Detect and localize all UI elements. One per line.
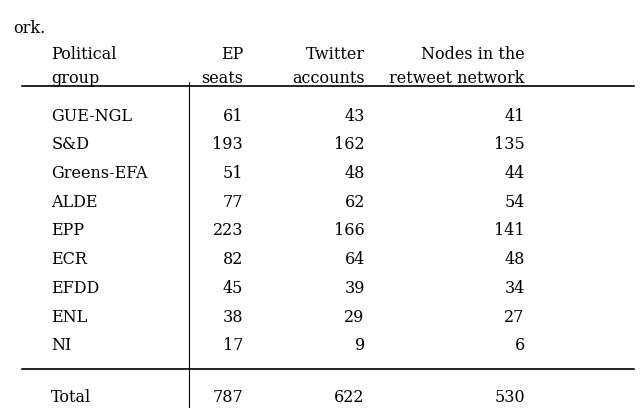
Text: 6: 6 bbox=[515, 337, 525, 354]
Text: 166: 166 bbox=[334, 222, 365, 239]
Text: 622: 622 bbox=[334, 389, 365, 406]
Text: 48: 48 bbox=[504, 251, 525, 268]
Text: Total: Total bbox=[51, 389, 92, 406]
Text: Nodes in the: Nodes in the bbox=[421, 46, 525, 63]
Text: 141: 141 bbox=[494, 222, 525, 239]
Text: 38: 38 bbox=[223, 308, 243, 326]
Text: Political: Political bbox=[51, 46, 116, 63]
Text: NI: NI bbox=[51, 337, 72, 354]
Text: 54: 54 bbox=[504, 194, 525, 211]
Text: GUE-NGL: GUE-NGL bbox=[51, 108, 132, 124]
Text: 51: 51 bbox=[223, 165, 243, 182]
Text: 39: 39 bbox=[344, 280, 365, 297]
Text: 162: 162 bbox=[334, 136, 365, 153]
Text: EPP: EPP bbox=[51, 222, 84, 239]
Text: 223: 223 bbox=[212, 222, 243, 239]
Text: retweet network: retweet network bbox=[389, 70, 525, 87]
Text: accounts: accounts bbox=[292, 70, 365, 87]
Text: 62: 62 bbox=[344, 194, 365, 211]
Text: seats: seats bbox=[201, 70, 243, 87]
Text: 45: 45 bbox=[223, 280, 243, 297]
Text: ENL: ENL bbox=[51, 308, 88, 326]
Text: 44: 44 bbox=[504, 165, 525, 182]
Text: S&D: S&D bbox=[51, 136, 89, 153]
Text: 9: 9 bbox=[355, 337, 365, 354]
Text: ECR: ECR bbox=[51, 251, 87, 268]
Text: 17: 17 bbox=[223, 337, 243, 354]
Text: Greens-EFA: Greens-EFA bbox=[51, 165, 148, 182]
Text: ALDE: ALDE bbox=[51, 194, 98, 211]
Text: ork.: ork. bbox=[13, 20, 45, 37]
Text: 82: 82 bbox=[223, 251, 243, 268]
Text: 48: 48 bbox=[344, 165, 365, 182]
Text: 34: 34 bbox=[504, 280, 525, 297]
Text: 77: 77 bbox=[223, 194, 243, 211]
Text: 29: 29 bbox=[344, 308, 365, 326]
Text: 135: 135 bbox=[494, 136, 525, 153]
Text: 43: 43 bbox=[344, 108, 365, 124]
Text: 41: 41 bbox=[504, 108, 525, 124]
Text: 530: 530 bbox=[494, 389, 525, 406]
Text: EP: EP bbox=[221, 46, 243, 63]
Text: Twitter: Twitter bbox=[306, 46, 365, 63]
Text: 61: 61 bbox=[223, 108, 243, 124]
Text: 64: 64 bbox=[344, 251, 365, 268]
Text: 193: 193 bbox=[212, 136, 243, 153]
Text: 787: 787 bbox=[212, 389, 243, 406]
Text: 27: 27 bbox=[504, 308, 525, 326]
Text: group: group bbox=[51, 70, 99, 87]
Text: EFDD: EFDD bbox=[51, 280, 99, 297]
